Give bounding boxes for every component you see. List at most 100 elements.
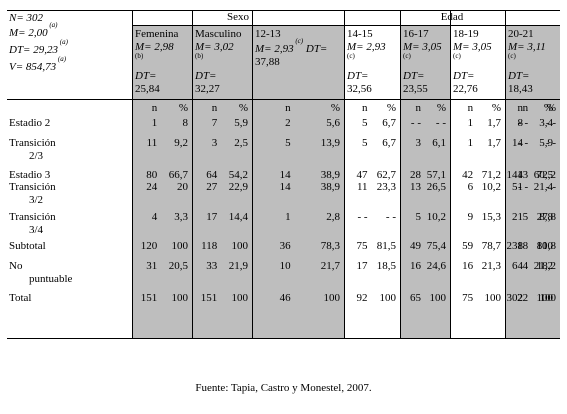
table-cell: 1 [151,117,158,129]
table-cell: 8 [517,117,524,129]
subheader-n: n [415,102,422,114]
table-cell: 11 [356,181,368,193]
table-cell: 3,4 [539,117,553,129]
table-cell: - - [435,117,446,129]
subheader-n: n [285,102,291,114]
table-cell: - - [518,137,529,149]
subheader-pct: % [386,102,396,114]
stat-m: M= 2,00 (a) [9,22,58,40]
row-label: Estadio 3 [9,169,51,181]
rule-vertical [252,10,253,339]
column-sd-value: 23,55 [403,83,428,95]
stat-n-value: N= 302 [9,12,44,24]
table-cell: 7 [211,117,218,129]
column-mean: M= 2,93 (c) DT= [255,38,328,56]
table-cell: 46 [279,292,291,304]
table-cell: 5 [362,137,368,149]
table-cell: 78,7 [481,240,501,252]
table-cell: 100 [231,292,249,304]
table-cell: 17 [356,260,368,272]
table-cell: 11 [146,137,158,149]
table-cell: 81,8 [536,240,556,252]
rule-vertical [132,10,133,339]
table-cell: 75,4 [426,240,446,252]
table-cell: 8,8 [539,211,553,223]
table-cell: 5,9 [539,137,553,149]
table-cell: 21,7 [320,260,340,272]
column-name: Femenina [135,28,179,40]
rule-bottom [7,338,560,339]
table-cell: - - [410,117,421,129]
table-cell: 1,7 [487,117,501,129]
column-note-mark: (c) [453,52,461,60]
table-cell: 5 [285,137,291,149]
column-name: 20-21 [508,28,534,40]
table-cell: 81,5 [376,240,396,252]
subheader-pct: % [543,102,553,114]
column-note-mark: (c) [347,52,355,60]
table-cell: 57,1 [426,169,446,181]
rule-top [7,10,560,11]
column-sd-value: 25,84 [135,83,160,95]
table-cell: 100 [536,240,554,252]
table-cell: 18 [517,240,529,252]
column-mean: M= 3,05 [453,41,492,53]
table-cell: 59 [462,240,474,252]
table-cell: 24,6 [426,260,446,272]
table-cell: - - [545,181,556,193]
table-cell: - - [357,211,368,223]
table-cell: 92 [356,292,368,304]
column-sd-label: DT= [303,43,328,55]
subheader-n: n [151,102,158,114]
stat-n: N= 302 [9,12,43,25]
table-cell: 5,9 [234,117,248,129]
subheader-n: n [362,102,368,114]
column-name: 16-17 [403,28,429,40]
subheader-pct: % [330,102,340,114]
table-cell: 5 [522,211,529,223]
subheader-n: n [517,102,524,114]
table-cell: 100 [379,292,397,304]
stat-dt: DT= 29,23 (a) [9,39,68,57]
table-cell: 24 [146,181,158,193]
table-cell: 4 [151,211,158,223]
table-cell: 8 [182,117,189,129]
table-cell: 49 [410,240,421,252]
table-cell: 15,3 [481,211,501,223]
table-cell: - - [518,117,529,129]
table-cell: 80 [146,169,158,181]
subheader-pct: % [178,102,188,114]
column-note-mark: (c) [403,52,411,60]
table-cell: 22,9 [228,181,248,193]
table-cell: 14 [279,169,291,181]
column-name: 12-13 [255,28,281,40]
table-cell: 78,3 [320,240,340,252]
column-name: 18-19 [453,28,479,40]
rule-vertical [505,10,506,339]
table-cell: 5 [362,117,368,129]
table-cell: 120 [140,240,158,252]
table-cell: 302 [506,292,524,304]
table-cell: 100 [171,240,189,252]
subheader-pct: % [546,102,556,114]
table-cell: 100 [231,240,249,252]
table-cell: 16 [462,260,474,272]
column-note-mark: (c) [508,52,516,60]
row-label: No [9,260,23,272]
table-cell: 18,2 [536,260,556,272]
table-cell: 10,2 [481,181,501,193]
table-cell: 10,2 [426,211,446,223]
table-cell: 14 [279,181,291,193]
table-cell: 9,2 [174,137,188,149]
column-mean: M= 3,05 [403,41,442,53]
column-sd-value: 32,27 [195,83,220,95]
rule-group-under [132,25,560,26]
subheader-n: n [211,102,218,114]
shaded-column-bg [192,25,252,339]
table-cell: - - [518,181,529,193]
table-cell: 27,8 [536,211,556,223]
table-cell: 75 [462,292,474,304]
table-cell: 6,7 [382,117,396,129]
source-note: Fuente: Tapia, Castro y Monestel, 2007. [195,382,372,394]
table-cell: 13 [517,169,529,181]
